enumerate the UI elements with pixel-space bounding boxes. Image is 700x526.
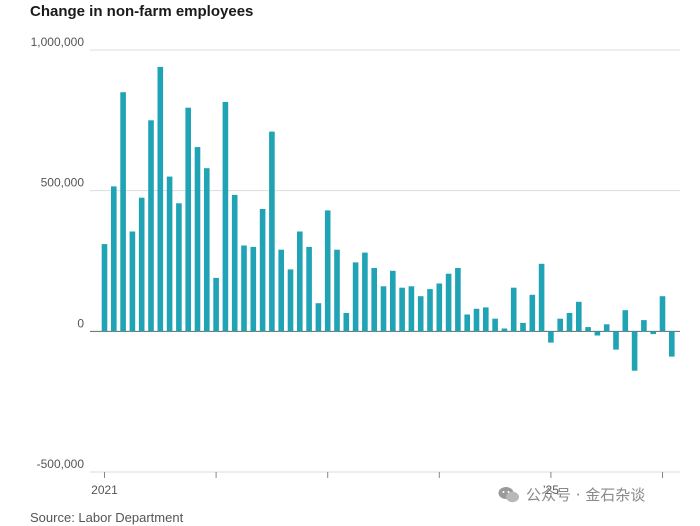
bar	[501, 328, 508, 332]
bar	[399, 287, 405, 332]
y-tick-label: 1,000,000	[31, 35, 85, 49]
x-tick-label: 2021	[91, 483, 118, 497]
bars	[101, 66, 675, 371]
bar	[436, 283, 443, 332]
bar	[473, 308, 480, 332]
bar	[185, 107, 191, 332]
bar	[548, 331, 554, 343]
bar	[222, 102, 229, 332]
bar	[483, 307, 489, 332]
bar	[176, 203, 182, 332]
y-tick-label: -500,000	[37, 457, 85, 471]
bar	[641, 320, 647, 332]
x-axis: 2021 ’25	[91, 472, 663, 497]
bar	[408, 286, 415, 332]
bar	[306, 246, 312, 332]
bar	[659, 296, 666, 332]
bar	[148, 120, 154, 332]
bar	[241, 245, 247, 332]
bar	[669, 331, 675, 357]
bar	[520, 322, 526, 332]
bar	[269, 131, 275, 332]
watermark: 公众号 · 金石杂谈	[498, 484, 645, 505]
bar	[585, 327, 591, 332]
bar	[352, 262, 359, 332]
x-tick-label: ’25	[543, 483, 559, 497]
bar	[278, 249, 284, 332]
bar-chart: 1,000,000 500,000 0 -500,000 2021 ’25	[31, 35, 680, 497]
y-tick-label: 0	[77, 316, 84, 330]
bar	[120, 92, 126, 332]
bar	[213, 277, 219, 332]
bar	[250, 246, 257, 332]
bar	[297, 231, 303, 332]
bar	[603, 324, 610, 332]
bar	[129, 231, 136, 332]
bar	[566, 313, 573, 332]
bar	[194, 147, 201, 332]
bar	[464, 314, 470, 332]
chart-title: Change in non-farm employees	[30, 3, 254, 20]
bar	[157, 66, 164, 332]
wechat-icon	[498, 486, 519, 502]
bar	[138, 197, 145, 332]
bar	[650, 331, 656, 335]
bar	[362, 252, 368, 332]
bar	[613, 331, 619, 350]
bar	[315, 303, 322, 332]
bar	[631, 331, 638, 371]
y-axis-tick-labels: 1,000,000 500,000 0 -500,000	[31, 35, 85, 471]
bar	[334, 249, 340, 332]
bar	[204, 168, 210, 332]
bar	[557, 318, 563, 332]
bar	[455, 268, 461, 332]
bar	[101, 244, 108, 332]
bar	[538, 263, 545, 332]
bar	[622, 310, 629, 332]
bar	[287, 269, 294, 332]
bar	[343, 313, 350, 332]
bar	[324, 210, 331, 332]
y-tick-label: 500,000	[41, 176, 85, 190]
bar	[259, 209, 266, 332]
bar	[111, 186, 117, 332]
bar	[529, 294, 536, 332]
bar	[576, 301, 582, 332]
bar	[166, 176, 173, 332]
bar	[427, 289, 433, 332]
bar	[371, 268, 377, 332]
bar	[510, 287, 517, 332]
bar	[492, 318, 498, 332]
bar	[390, 270, 396, 332]
bar	[594, 331, 601, 336]
bar	[380, 286, 387, 332]
bar	[231, 194, 238, 332]
bar	[445, 273, 452, 332]
source-note: Source: Labor Department	[30, 510, 184, 525]
bar	[417, 296, 424, 332]
watermark-text: 公众号 · 金石杂谈	[526, 486, 646, 504]
